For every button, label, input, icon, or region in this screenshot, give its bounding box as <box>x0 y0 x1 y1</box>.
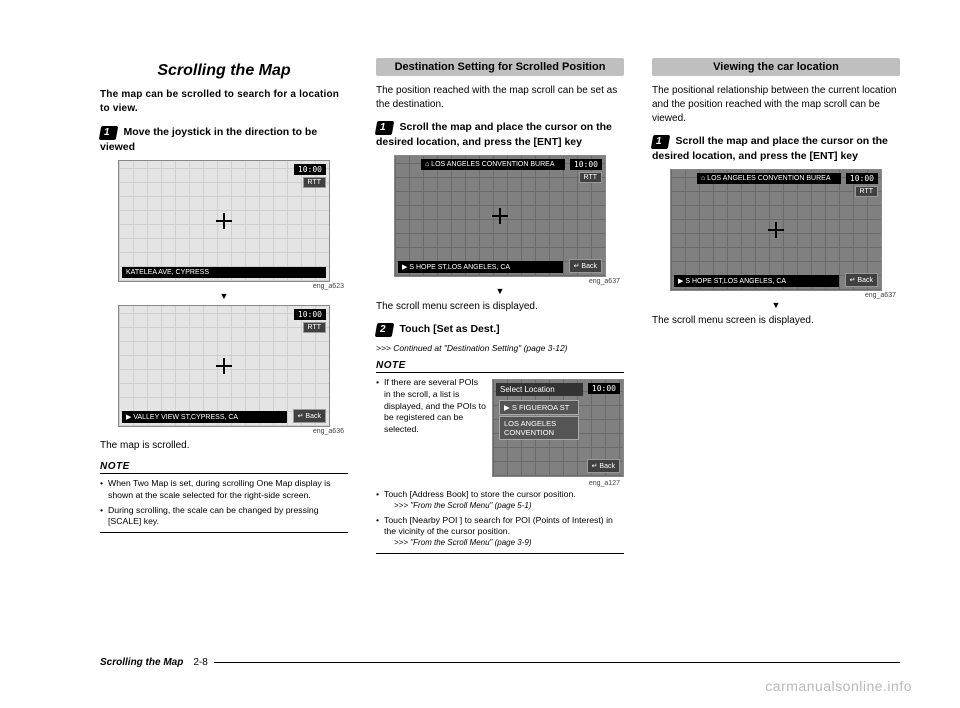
step-1: 1 Scroll the map and place the cursor on… <box>652 134 900 163</box>
watermark-text: carmanualsonline.info <box>765 678 912 694</box>
note-item: If there are several POIs in the scroll,… <box>376 377 624 436</box>
note-heading: NOTE <box>376 360 624 373</box>
crosshair-icon <box>492 208 508 224</box>
step-badge: 1 <box>99 126 118 140</box>
note-list: If there are several POIs in the scroll,… <box>376 377 624 436</box>
footer-rule <box>214 662 900 663</box>
image-ref: eng_a637 <box>652 292 896 299</box>
image-ref: eng_a127 <box>376 480 620 487</box>
note-ref: >>> "From the Scroll Menu" (page 5-1) <box>384 501 624 512</box>
address-bar: ▶ S HOPE ST,LOS ANGELES, CA <box>674 275 839 287</box>
intro-text: The positional relationship between the … <box>652 84 900 126</box>
down-triangle-icon: ▼ <box>376 287 624 296</box>
step-text: Move the joystick in the direction to be… <box>100 126 317 153</box>
note-end-rule <box>376 553 624 554</box>
top-address-bar: ⌂ LOS ANGELES CONVENTION BUREA <box>421 159 565 170</box>
screenshot-map-2: 10:00 RTT ▶ VALLEY VIEW ST,CYPRESS, CA ↵… <box>118 305 330 427</box>
rtt-badge: RTT <box>303 177 326 188</box>
intro-text: The map can be scrolled to search for a … <box>100 88 348 115</box>
step-1: 1 Move the joystick in the direction to … <box>100 125 348 154</box>
image-ref: eng_a636 <box>100 428 344 435</box>
step-badge: 1 <box>375 121 394 135</box>
step-2: 2 Touch [Set as Dest.] <box>376 322 624 337</box>
note-end-rule <box>100 532 348 533</box>
back-button: ↵ Back <box>569 259 602 273</box>
note-item: Touch [Nearby POI ] to search for POI (P… <box>376 515 624 549</box>
section-title: Scrolling the Map <box>100 62 348 80</box>
crosshair-icon <box>216 358 232 374</box>
step-badge: 2 <box>375 323 394 337</box>
down-triangle-icon: ▼ <box>652 301 900 310</box>
step-text: Touch [Set as Dest.] <box>399 323 499 335</box>
back-button: ↵ Back <box>293 409 326 423</box>
screenshot-map-carloc: ⌂ LOS ANGELES CONVENTION BUREA 10:00 RTT… <box>670 169 882 291</box>
intro-text: The position reached with the map scroll… <box>376 84 624 112</box>
screenshot-map-dest: ⌂ LOS ANGELES CONVENTION BUREA 10:00 RTT… <box>394 155 606 277</box>
note-item: During scrolling, the scale can be chang… <box>100 505 348 528</box>
column-3: Viewing the car location The positional … <box>652 58 900 554</box>
rtt-badge: RTT <box>303 322 326 333</box>
step-text: Scroll the map and place the cursor on t… <box>376 121 612 148</box>
image-ref: eng_a637 <box>376 278 620 285</box>
clock-badge: 10:00 <box>294 309 326 320</box>
subheading-bar: Viewing the car location <box>652 58 900 76</box>
page-footer: Scrolling the Map 2-8 <box>100 657 900 668</box>
note-item: Touch [Address Book] to store the cursor… <box>376 489 624 512</box>
note-item: When Two Map is set, during scrolling On… <box>100 478 348 501</box>
caption-text: The map is scrolled. <box>100 439 348 453</box>
clock-badge: 10:00 <box>570 159 602 170</box>
note-heading: NOTE <box>100 461 348 474</box>
subheading-bar: Destination Setting for Scrolled Positio… <box>376 58 624 76</box>
crosshair-icon <box>768 222 784 238</box>
column-2: Destination Setting for Scrolled Positio… <box>376 58 624 554</box>
back-button: ↵ Back <box>587 459 620 473</box>
address-bar: ▶ S HOPE ST,LOS ANGELES, CA <box>398 261 563 273</box>
screenshot-map-1: 10:00 RTT KATELEA AVE, CYPRESS <box>118 160 330 282</box>
address-bar: KATELEA AVE, CYPRESS <box>122 267 326 278</box>
caption-text: The scroll menu screen is displayed. <box>376 300 624 314</box>
top-address-bar: ⌂ LOS ANGELES CONVENTION BUREA <box>697 173 841 184</box>
image-ref: eng_a623 <box>100 283 344 290</box>
back-button: ↵ Back <box>845 273 878 287</box>
footer-page: 2-8 <box>193 657 207 668</box>
column-1: Scrolling the Map The map can be scrolle… <box>100 58 348 554</box>
clock-badge: 10:00 <box>294 164 326 175</box>
step-text: Scroll the map and place the cursor on t… <box>652 135 888 162</box>
note-ref: >>> "From the Scroll Menu" (page 3-9) <box>384 538 624 549</box>
rtt-badge: RTT <box>579 172 602 183</box>
continued-ref: >>> Continued at "Destination Setting" (… <box>376 343 624 354</box>
rtt-badge: RTT <box>855 186 878 197</box>
address-bar: ▶ VALLEY VIEW ST,CYPRESS, CA <box>122 411 287 423</box>
down-triangle-icon: ▼ <box>100 292 348 301</box>
crosshair-icon <box>216 213 232 229</box>
note-list: When Two Map is set, during scrolling On… <box>100 478 348 528</box>
note-list: Touch [Address Book] to store the cursor… <box>376 489 624 549</box>
clock-badge: 10:00 <box>846 173 878 184</box>
caption-text: The scroll menu screen is displayed. <box>652 314 900 328</box>
step-badge: 1 <box>651 135 670 149</box>
footer-title: Scrolling the Map <box>100 657 183 668</box>
step-1: 1 Scroll the map and place the cursor on… <box>376 120 624 149</box>
